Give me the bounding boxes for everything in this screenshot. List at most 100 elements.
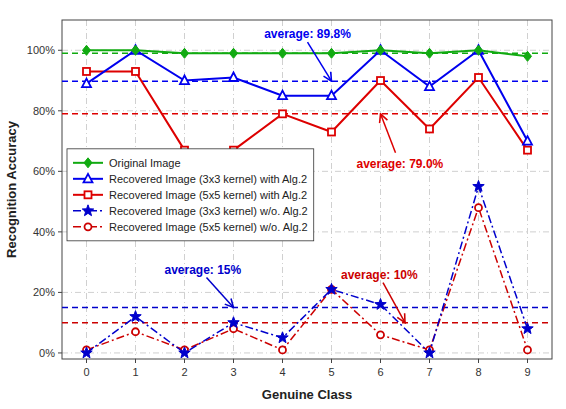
legend-label: Original Image	[109, 157, 181, 169]
x-tick	[282, 359, 283, 363]
annotation-arrow	[381, 114, 396, 153]
point	[279, 110, 286, 117]
x-tick	[135, 359, 136, 363]
x-tick	[184, 359, 185, 363]
point	[277, 332, 288, 343]
point	[426, 125, 433, 132]
x-tick	[331, 359, 332, 363]
point	[473, 180, 484, 191]
point	[475, 204, 482, 211]
point	[524, 51, 532, 61]
series	[82, 45, 532, 144]
point	[230, 48, 238, 58]
x-tick	[380, 359, 381, 363]
y-tick-label: 100%	[27, 44, 55, 56]
y-tick	[58, 292, 62, 293]
legend: Original Image Recovered Image (3x3 kerne…	[67, 149, 314, 241]
point	[132, 45, 140, 55]
average-line	[62, 307, 552, 309]
point	[522, 323, 533, 334]
point	[426, 48, 434, 58]
series	[83, 45, 532, 61]
legend-marker	[85, 191, 92, 198]
point	[180, 76, 189, 85]
x-tick	[429, 359, 430, 363]
point	[523, 136, 532, 145]
point	[425, 82, 434, 91]
annotation-arrow	[207, 278, 234, 308]
x-tick	[86, 359, 87, 363]
grid	[62, 20, 552, 359]
point	[132, 328, 139, 335]
point	[475, 74, 482, 81]
x-tick	[527, 359, 528, 363]
plot-area	[62, 20, 552, 359]
y-tick-label: 40%	[33, 226, 55, 238]
data-area	[62, 45, 552, 358]
legend-box	[67, 149, 314, 241]
y-tick	[58, 352, 62, 353]
point	[181, 48, 189, 58]
point	[179, 347, 190, 358]
x-tick-label: 1	[132, 366, 138, 378]
point	[377, 77, 384, 84]
series-line	[87, 71, 528, 150]
point	[475, 45, 483, 55]
grid-line-x	[331, 20, 332, 359]
y-tick	[58, 171, 62, 172]
point	[375, 299, 386, 310]
point	[524, 147, 531, 154]
x-tick	[478, 359, 479, 363]
x-tick-label: 8	[475, 366, 481, 378]
plot-frame	[62, 20, 552, 359]
point	[82, 79, 91, 88]
point	[278, 91, 287, 100]
x-tick-label: 0	[83, 366, 89, 378]
point	[132, 68, 139, 75]
legend-marker	[85, 223, 92, 230]
point	[524, 346, 531, 353]
point	[228, 317, 239, 328]
axes: 0%20%40%60%80%100%0123456789	[27, 44, 531, 378]
y-tick	[58, 50, 62, 51]
annotation-arrow	[308, 42, 332, 81]
legend-label: Recovered Image (5x5 kernel) with Alg.2	[109, 189, 307, 201]
point	[424, 347, 435, 358]
y-tick	[58, 110, 62, 111]
x-tick-label: 3	[230, 366, 236, 378]
point	[229, 73, 238, 82]
legend-label: Recovered Image (3x3 kernel) w/o. Alg.2	[109, 205, 308, 217]
x-tick-label: 6	[377, 366, 383, 378]
x-tick-label: 2	[181, 366, 187, 378]
y-tick-label: 60%	[33, 165, 55, 177]
point	[83, 68, 90, 75]
series	[83, 68, 531, 154]
x-tick	[233, 359, 234, 363]
annotation-text: average: 79.0%	[357, 157, 444, 171]
chart: 0%20%40%60%80%100%0123456789Genuine Clas…	[0, 0, 566, 409]
annotation-text: average: 89.8%	[264, 27, 351, 41]
y-tick-label: 20%	[33, 286, 55, 298]
grid-line-x	[429, 20, 430, 359]
point	[377, 331, 384, 338]
point	[326, 283, 337, 294]
y-axis-label: Recognition Accuracy	[4, 120, 19, 258]
average-line	[62, 113, 552, 115]
y-tick-label: 80%	[33, 105, 55, 117]
point	[377, 45, 385, 55]
point	[328, 128, 335, 135]
series-line	[87, 186, 528, 352]
grid-line-y	[62, 352, 552, 353]
point	[279, 48, 287, 58]
series-line	[87, 50, 528, 56]
legend-marker	[84, 174, 93, 183]
x-tick-label: 4	[279, 366, 285, 378]
y-tick	[58, 231, 62, 232]
point	[81, 347, 92, 358]
point	[279, 346, 286, 353]
point	[83, 45, 91, 55]
x-tick-label: 5	[328, 366, 334, 378]
series	[81, 180, 533, 357]
point	[328, 48, 336, 58]
point	[130, 311, 141, 322]
